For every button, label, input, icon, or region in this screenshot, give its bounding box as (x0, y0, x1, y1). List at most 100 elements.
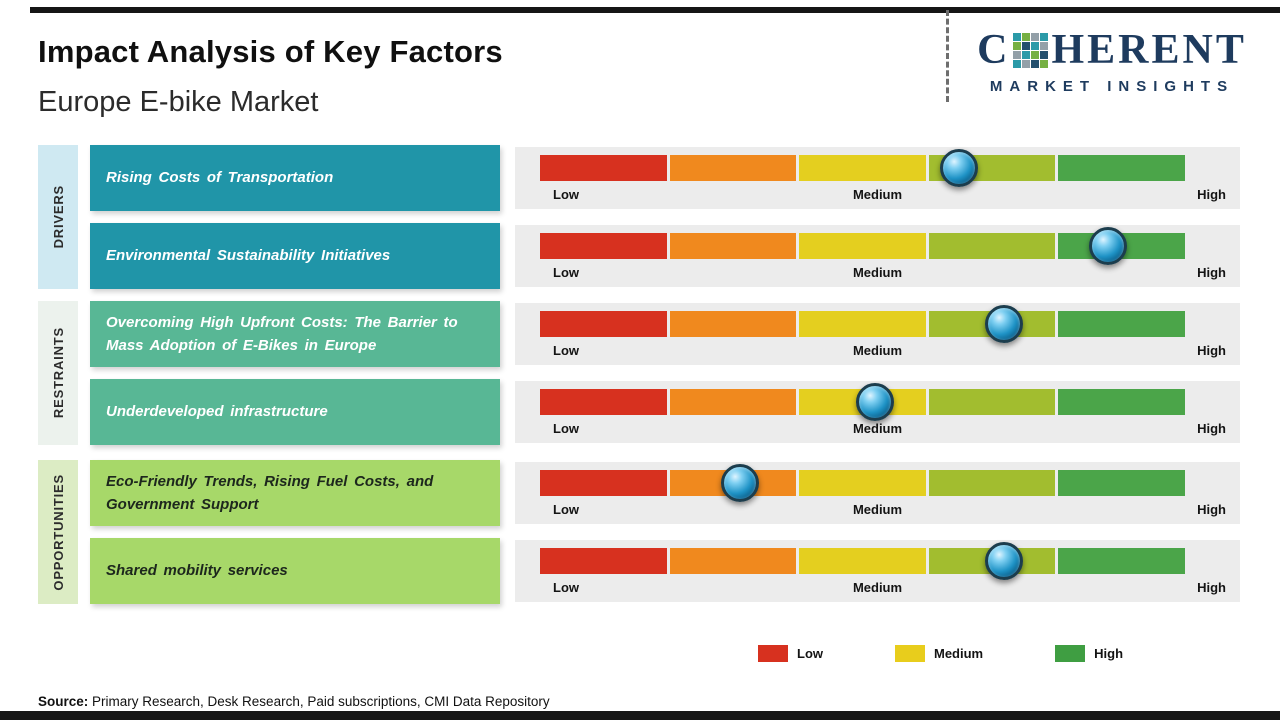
scale-segment-2 (669, 311, 797, 337)
factor-box: Overcoming High Upfront Costs: The Barri… (90, 301, 500, 367)
legend-label-low: Low (797, 646, 823, 661)
factor-label: Eco-Friendly Trends, Rising Fuel Costs, … (106, 472, 434, 513)
scale-segment-1 (540, 155, 667, 181)
scale-segment-2 (669, 155, 797, 181)
scale-segment-4 (928, 389, 1056, 415)
legend-item-medium: Medium (895, 645, 983, 662)
scale-label-high: High (1197, 421, 1226, 436)
legend-swatch-medium (895, 645, 925, 662)
legend: Low Medium High (758, 645, 1123, 662)
impact-scale: Low Medium High (515, 462, 1240, 524)
brand-letters-rest: HERENT (1051, 27, 1247, 73)
brand-logo: C HERENT MARKET INSIGHTS (962, 26, 1262, 95)
scale-segment-4 (928, 233, 1056, 259)
impact-scale: Low Medium High (515, 147, 1240, 209)
scale-label-medium: Medium (852, 421, 903, 436)
factor-label: Rising Costs of Transportation (106, 169, 334, 187)
impact-gradient-bar (540, 305, 1185, 343)
brand-wordmark: C HERENT (962, 26, 1262, 74)
impact-marker[interactable] (940, 149, 979, 187)
factor-label: Overcoming High Upfront Costs: The Barri… (106, 313, 458, 354)
scale-labels: Low Medium High (515, 502, 1240, 520)
legend-item-high: High (1055, 645, 1123, 662)
factor-label: Underdeveloped infrastructure (106, 403, 328, 421)
source-label: Source: (38, 694, 89, 709)
impact-row: Environmental Sustainability Initiatives… (0, 223, 1280, 289)
logo-mosaic-o-icon (1013, 32, 1049, 68)
factor-box: Rising Costs of Transportation (90, 145, 500, 211)
scale-label-low: Low (553, 421, 579, 436)
legend-item-low: Low (758, 645, 823, 662)
scale-label-low: Low (553, 502, 579, 517)
factor-box: Eco-Friendly Trends, Rising Fuel Costs, … (90, 460, 500, 526)
scale-segment-3 (799, 155, 926, 181)
brand-letter-c: C (977, 27, 1011, 73)
scale-segment-5 (1058, 389, 1185, 415)
scale-segment-1 (540, 548, 667, 574)
scale-segment-1 (540, 389, 667, 415)
scale-segment-3 (799, 311, 926, 337)
impact-scale: Low Medium High (515, 381, 1240, 443)
impact-marker[interactable] (1088, 227, 1127, 265)
group-strip-restraints: RESTRAINTS (38, 301, 78, 445)
legend-swatch-low (758, 645, 788, 662)
top-accent-bar (30, 7, 1280, 13)
scale-segment-1 (540, 233, 667, 259)
scale-segment-2 (669, 548, 797, 574)
page-subtitle: Europe E-bike Market (38, 86, 319, 118)
impact-row: Shared mobility services Low Medium High (0, 538, 1280, 604)
scale-label-low: Low (553, 265, 579, 280)
impact-scale: Low Medium High (515, 540, 1240, 602)
scale-label-low: Low (553, 343, 579, 358)
source-text: Primary Research, Desk Research, Paid su… (88, 694, 550, 709)
scale-labels: Low Medium High (515, 580, 1240, 598)
scale-segment-5 (1058, 155, 1185, 181)
scale-segment-1 (540, 470, 667, 496)
factor-box: Environmental Sustainability Initiatives (90, 223, 500, 289)
scale-label-medium: Medium (852, 187, 903, 202)
scale-label-high: High (1197, 502, 1226, 517)
scale-labels: Low Medium High (515, 187, 1240, 205)
scale-label-high: High (1197, 187, 1226, 202)
scale-label-high: High (1197, 343, 1226, 358)
impact-gradient-bar (540, 542, 1185, 580)
impact-marker[interactable] (985, 542, 1024, 580)
scale-label-medium: Medium (852, 265, 903, 280)
scale-labels: Low Medium High (515, 265, 1240, 283)
scale-segment-5 (1058, 548, 1185, 574)
scale-segment-4 (928, 470, 1056, 496)
impact-scale: Low Medium High (515, 225, 1240, 287)
scale-label-high: High (1197, 265, 1226, 280)
scale-labels: Low Medium High (515, 421, 1240, 439)
group-strip-drivers: DRIVERS (38, 145, 78, 289)
impact-row: Underdeveloped infrastructure Low Medium… (0, 379, 1280, 445)
impact-marker[interactable] (720, 464, 759, 502)
scale-label-low: Low (553, 187, 579, 202)
impact-gradient-bar (540, 383, 1185, 421)
impact-marker[interactable] (985, 305, 1024, 343)
scale-segment-3 (799, 470, 926, 496)
impact-gradient-bar (540, 149, 1185, 187)
scale-segment-2 (669, 233, 797, 259)
scale-label-high: High (1197, 580, 1226, 595)
legend-swatch-high (1055, 645, 1086, 662)
logo-divider (946, 10, 949, 102)
source-line: Source: Primary Research, Desk Research,… (38, 694, 550, 709)
legend-label-medium: Medium (934, 646, 984, 661)
impact-marker[interactable] (856, 383, 895, 421)
factor-label: Shared mobility services (106, 562, 288, 580)
scale-label-medium: Medium (852, 343, 903, 358)
impact-row: Eco-Friendly Trends, Rising Fuel Costs, … (0, 460, 1280, 526)
legend-label-high: High (1094, 646, 1124, 661)
scale-segment-3 (799, 548, 926, 574)
scale-segment-1 (540, 311, 667, 337)
scale-label-medium: Medium (852, 502, 903, 517)
factor-label: Environmental Sustainability Initiatives (106, 247, 391, 265)
scale-label-medium: Medium (852, 580, 903, 595)
impact-gradient-bar (540, 227, 1185, 265)
impact-row: Overcoming High Upfront Costs: The Barri… (0, 301, 1280, 367)
impact-scale: Low Medium High (515, 303, 1240, 365)
bottom-accent-bar (0, 711, 1280, 720)
page-title: Impact Analysis of Key Factors (38, 34, 503, 69)
